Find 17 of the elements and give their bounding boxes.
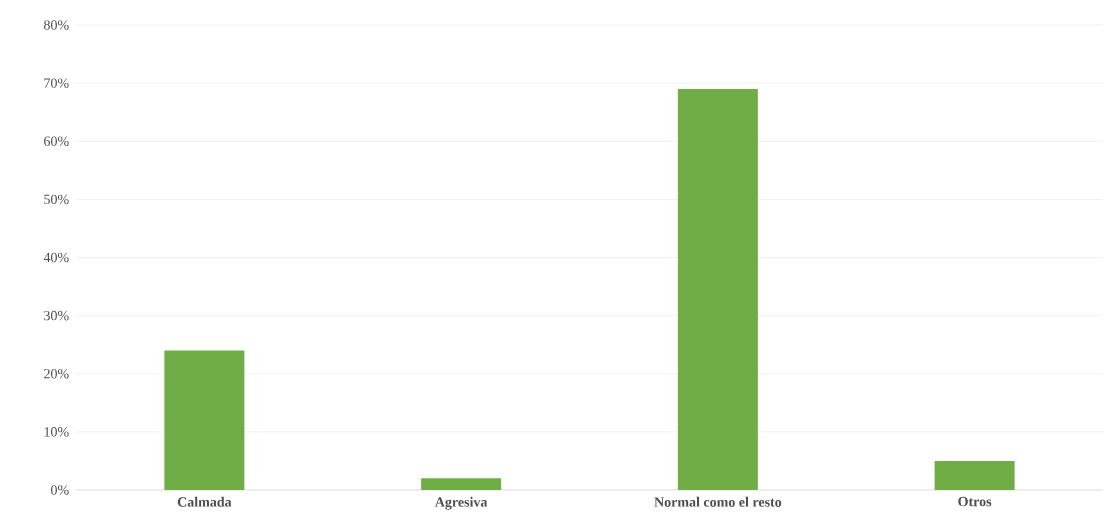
y-tick-label: 0%	[51, 485, 69, 495]
x-tick-label: Normal como el resto	[654, 496, 782, 507]
bar	[934, 460, 1015, 490]
bar	[677, 88, 758, 490]
y-tick-label: 60%	[44, 136, 69, 147]
y-tick-label: 10%	[44, 427, 69, 437]
y-tick-label: 30%	[44, 310, 69, 321]
y-tick-label: 20%	[44, 369, 69, 379]
x-tick-label: Otros	[958, 496, 992, 507]
bar	[164, 350, 245, 490]
y-tick-label: 80%	[44, 20, 69, 30]
x-tick-label: Agresiva	[434, 496, 488, 510]
y-tick-label: 40%	[43, 252, 69, 263]
y-tick-label: 70%	[44, 78, 69, 88]
x-tick-label: Calmada	[177, 496, 232, 507]
y-tick-label: 50%	[44, 194, 69, 205]
bar	[421, 478, 502, 490]
